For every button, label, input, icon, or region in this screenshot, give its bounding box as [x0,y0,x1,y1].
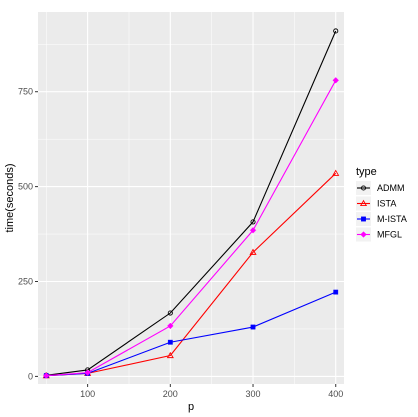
legend-item-admm: ADMM [356,181,405,195]
x-tick-label: 200 [163,389,178,399]
legend-item-ista: ISTA [356,196,396,211]
data-point-ista [332,169,340,176]
x-axis-title: p [188,401,194,413]
series-layer [42,28,340,379]
x-tick-label: 400 [328,389,343,399]
x-tick-label: 300 [246,389,261,399]
series-mfgl [43,77,339,379]
series-line-admm [46,30,337,376]
y-tick-label: 750 [18,87,33,97]
y-tick-label: 0 [28,371,33,381]
legend-label: ADMM [377,183,405,193]
legend-key-marker [361,216,366,222]
data-point-mfgl [332,77,339,84]
data-point-ista [249,248,257,255]
legend-key-marker [359,199,368,207]
data-point-m-ista [333,289,339,295]
y-tick-label: 500 [18,182,33,192]
plot-panel [38,12,344,384]
data-point-admm [167,310,173,316]
legend-label: MFGL [377,230,402,240]
legend-item-m-ista: M-ISTA [356,212,407,226]
data-point-admm [250,219,256,225]
y-axis-title: time(seconds) [4,163,16,232]
data-point-admm [333,28,339,34]
x-axis: 100 200 300 400 [80,384,343,399]
data-point-mfgl [84,369,91,376]
y-axis: 0 250 500 750 [18,87,38,381]
data-point-ista [166,351,174,359]
legend-label: ISTA [377,199,396,209]
data-point-m-ista [167,339,173,345]
y-tick-label: 250 [18,277,33,287]
legend-key-marker [360,231,367,238]
legend-title: type [356,166,377,178]
legend-key-marker [360,185,367,191]
data-point-m-ista [250,324,256,330]
x-tick-label: 100 [80,389,95,399]
data-point-mfgl [43,372,50,379]
legend-item-mfgl: MFGL [356,227,402,242]
data-point-mfgl [167,322,174,330]
data-point-mfgl [249,227,257,234]
legend: type ADMM ISTA M-ISTA MFGL [356,166,407,242]
legend-label: M-ISTA [377,214,407,224]
major-grid [38,12,344,384]
